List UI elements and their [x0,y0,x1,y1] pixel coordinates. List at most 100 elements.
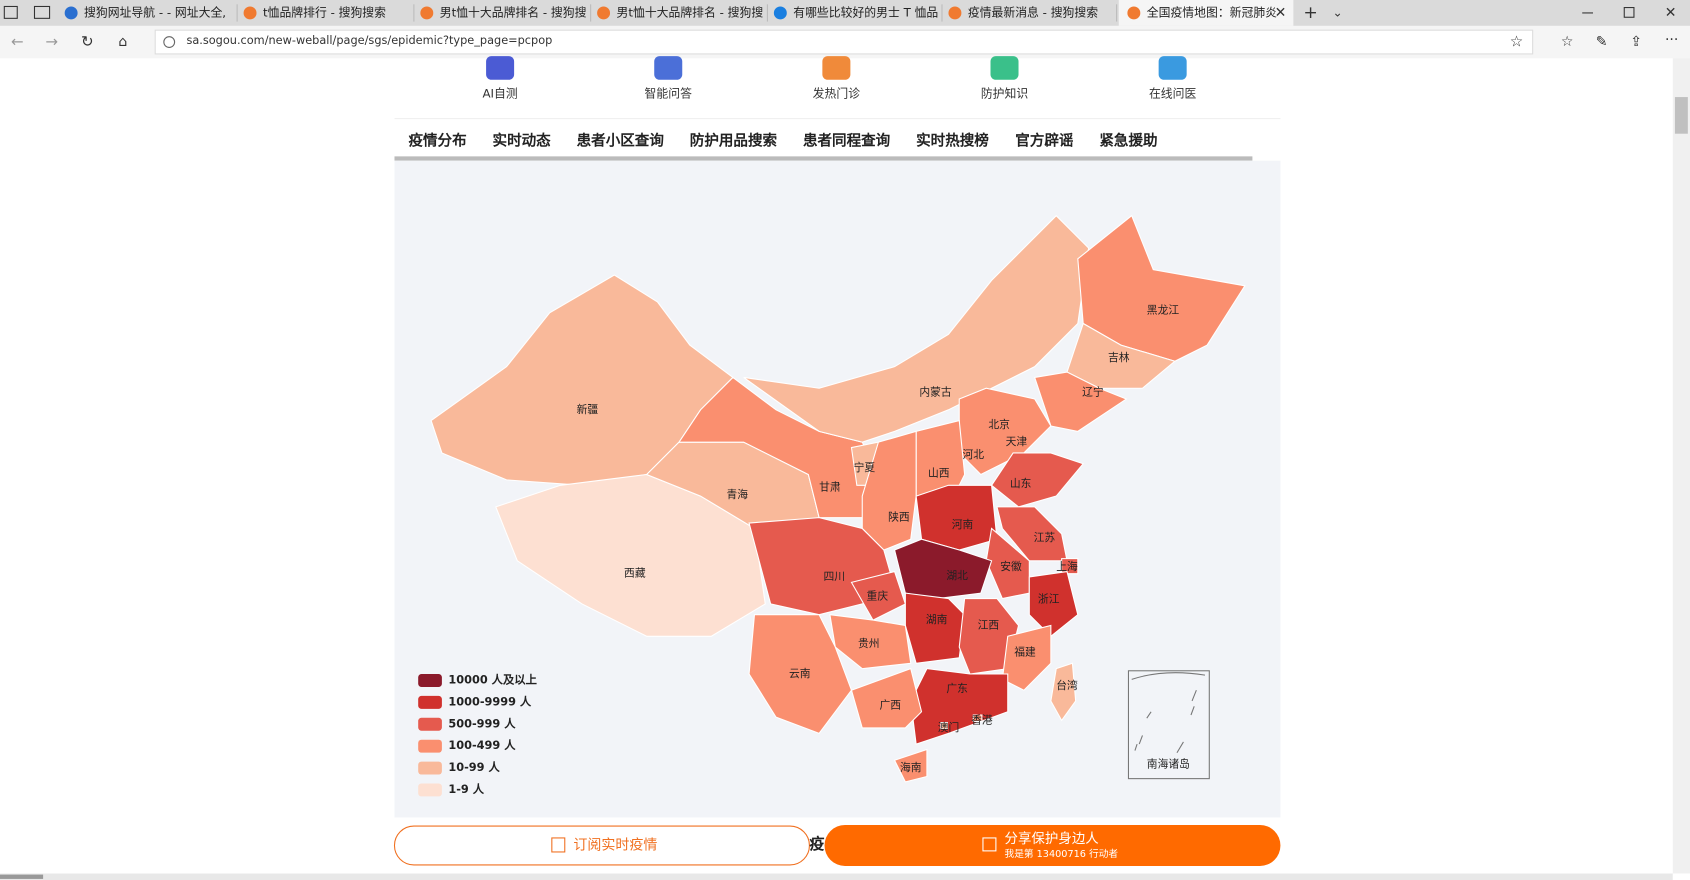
tab-aside-icon[interactable] [33,5,51,19]
nav-tab[interactable]: 疫情分布 [408,131,466,149]
tab-title[interactable]: 全国疫情地图：新冠肺炎 [1147,5,1277,19]
nav-tab[interactable]: 患者同程查询 [803,131,890,149]
refresh[interactable]: ↻ [81,33,94,51]
service-label[interactable]: 在线问医 [1149,86,1197,100]
province-label: 河北 [962,448,984,461]
service-label[interactable]: 智能问答 [645,86,693,100]
tab-title[interactable]: 男t恤十大品牌排名 - 搜狗搜 [617,5,764,19]
nav-tab[interactable]: 实时动态 [493,131,552,149]
province-label: 甘肃 [819,480,841,493]
tab-favicon [420,6,434,20]
province-label: 内蒙古 [919,386,952,399]
more[interactable]: ··· [1665,32,1678,48]
nav-tab[interactable]: 官方辟谣 [1015,131,1074,149]
province-label: 天津 [1006,435,1028,448]
province[interactable] [1001,624,1052,691]
province[interactable] [495,473,766,637]
back[interactable]: ← [11,33,24,51]
south-sea-box [1127,670,1210,780]
service-icon[interactable] [1158,56,1187,80]
tab-favicon [64,6,78,20]
province-label: 上海 [1056,560,1078,573]
legend-swatch [418,783,442,797]
province-label: 青海 [726,488,748,501]
province-label: 浙江 [1038,593,1060,606]
service-icon[interactable] [654,56,683,80]
close-tab[interactable]: ✕ [1275,5,1287,21]
service-label[interactable]: 防护知识 [981,86,1029,100]
close-window[interactable]: ✕ [1665,5,1677,21]
favorite[interactable]: ☆ [1510,33,1524,51]
province[interactable] [985,527,1030,600]
province-label: 重庆 [867,589,889,602]
province[interactable] [861,430,917,551]
new-tab[interactable]: + [1303,3,1317,23]
province[interactable] [1050,662,1077,722]
tab-title[interactable]: 有哪些比较好的男士 T 恤品 [793,5,938,19]
nav-tab[interactable]: 紧急援助 [1099,131,1157,149]
partial-text: 疫 [809,835,824,853]
province-label: 山西 [928,466,950,479]
legend-label: 10000 人及以上 [448,672,537,686]
tab-title[interactable]: 男t恤十大品牌排名 - 搜狗搜 [440,5,587,19]
nav-tab[interactable]: 实时热搜榜 [916,131,989,149]
legend-swatch [418,761,442,775]
legend-label: 10-99 人 [448,760,500,774]
province-label: 江苏 [1034,531,1056,544]
province-label: 河南 [952,518,974,531]
province-label: 陕西 [888,511,910,524]
tab-title[interactable]: 搜狗网址导航 - - 网址大全, [84,5,226,19]
tab-menu-icon[interactable] [3,5,18,19]
province-label: 台湾 [1056,679,1078,692]
province[interactable] [1061,558,1079,575]
legend-label: 1000-9999 人 [448,694,532,708]
service-icon[interactable] [822,56,851,80]
url[interactable]: sa.sogou.com/new-weball/page/sgs/epidemi… [186,33,552,47]
province-label: 云南 [789,667,811,680]
share-label[interactable]: 分享保护身边人 [1005,830,1099,847]
province[interactable] [748,614,853,734]
tab-title[interactable]: t恤品牌排行 - 搜狗搜索 [263,5,386,19]
legend-label: 500-999 人 [448,716,516,730]
address-box[interactable] [154,29,1534,55]
active-tab[interactable] [1118,0,1294,26]
tab-title[interactable]: 疫情最新消息 - 搜狗搜索 [968,5,1098,19]
notes[interactable]: ✎ [1596,34,1608,50]
h-scroll-thumb[interactable] [0,874,44,879]
h-scrollbar[interactable] [0,873,1673,880]
province[interactable] [678,376,885,519]
tab-favicon [773,6,787,20]
share-browser[interactable]: ⇪ [1630,34,1642,50]
subscribe-label[interactable]: 订阅实时疫情 [573,837,657,853]
province[interactable] [893,748,928,783]
province-label: 澳门 [938,721,960,734]
province[interactable] [743,214,1090,443]
scroll-thumb[interactable] [1674,97,1688,134]
service-icon[interactable] [990,56,1019,80]
south-sea-label: 南海诸岛 [1147,758,1190,771]
subscribe-button[interactable] [393,825,810,866]
home[interactable]: ⌂ [118,34,127,50]
share-button[interactable] [824,825,1281,866]
province[interactable] [972,714,983,723]
restore[interactable] [1623,7,1635,18]
scrollbar[interactable] [1672,58,1690,874]
forward[interactable]: → [45,33,58,51]
service-label[interactable]: AI自测 [482,86,517,100]
service-label[interactable]: 发热门诊 [813,86,861,100]
info-icon[interactable] [163,36,176,48]
nav-tab[interactable]: 患者小区查询 [577,131,664,149]
tab-bar [0,0,1690,26]
province-label: 福建 [1014,645,1036,658]
share-icon [982,837,997,852]
nav-tab[interactable]: 防护用品搜索 [690,131,778,149]
tab-list[interactable]: ⌄ [1333,5,1343,19]
legend-swatch [418,717,442,731]
south-sea-islands [1131,672,1206,754]
service-icon[interactable] [486,56,515,80]
province[interactable] [850,667,923,729]
province[interactable] [1028,570,1079,637]
province[interactable] [940,722,948,730]
favorites-hub[interactable]: ☆ [1561,34,1574,50]
